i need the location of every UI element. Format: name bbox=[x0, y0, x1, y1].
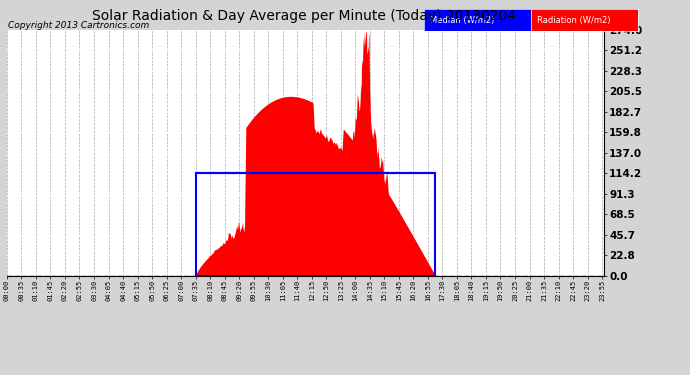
Bar bbox=[196, 173, 435, 276]
Text: Copyright 2013 Cartronics.com: Copyright 2013 Cartronics.com bbox=[8, 21, 150, 30]
Text: Median (W/m2): Median (W/m2) bbox=[430, 16, 494, 25]
Text: Solar Radiation & Day Average per Minute (Today) 20130204: Solar Radiation & Day Average per Minute… bbox=[92, 9, 515, 23]
Text: Radiation (W/m2): Radiation (W/m2) bbox=[537, 16, 610, 25]
